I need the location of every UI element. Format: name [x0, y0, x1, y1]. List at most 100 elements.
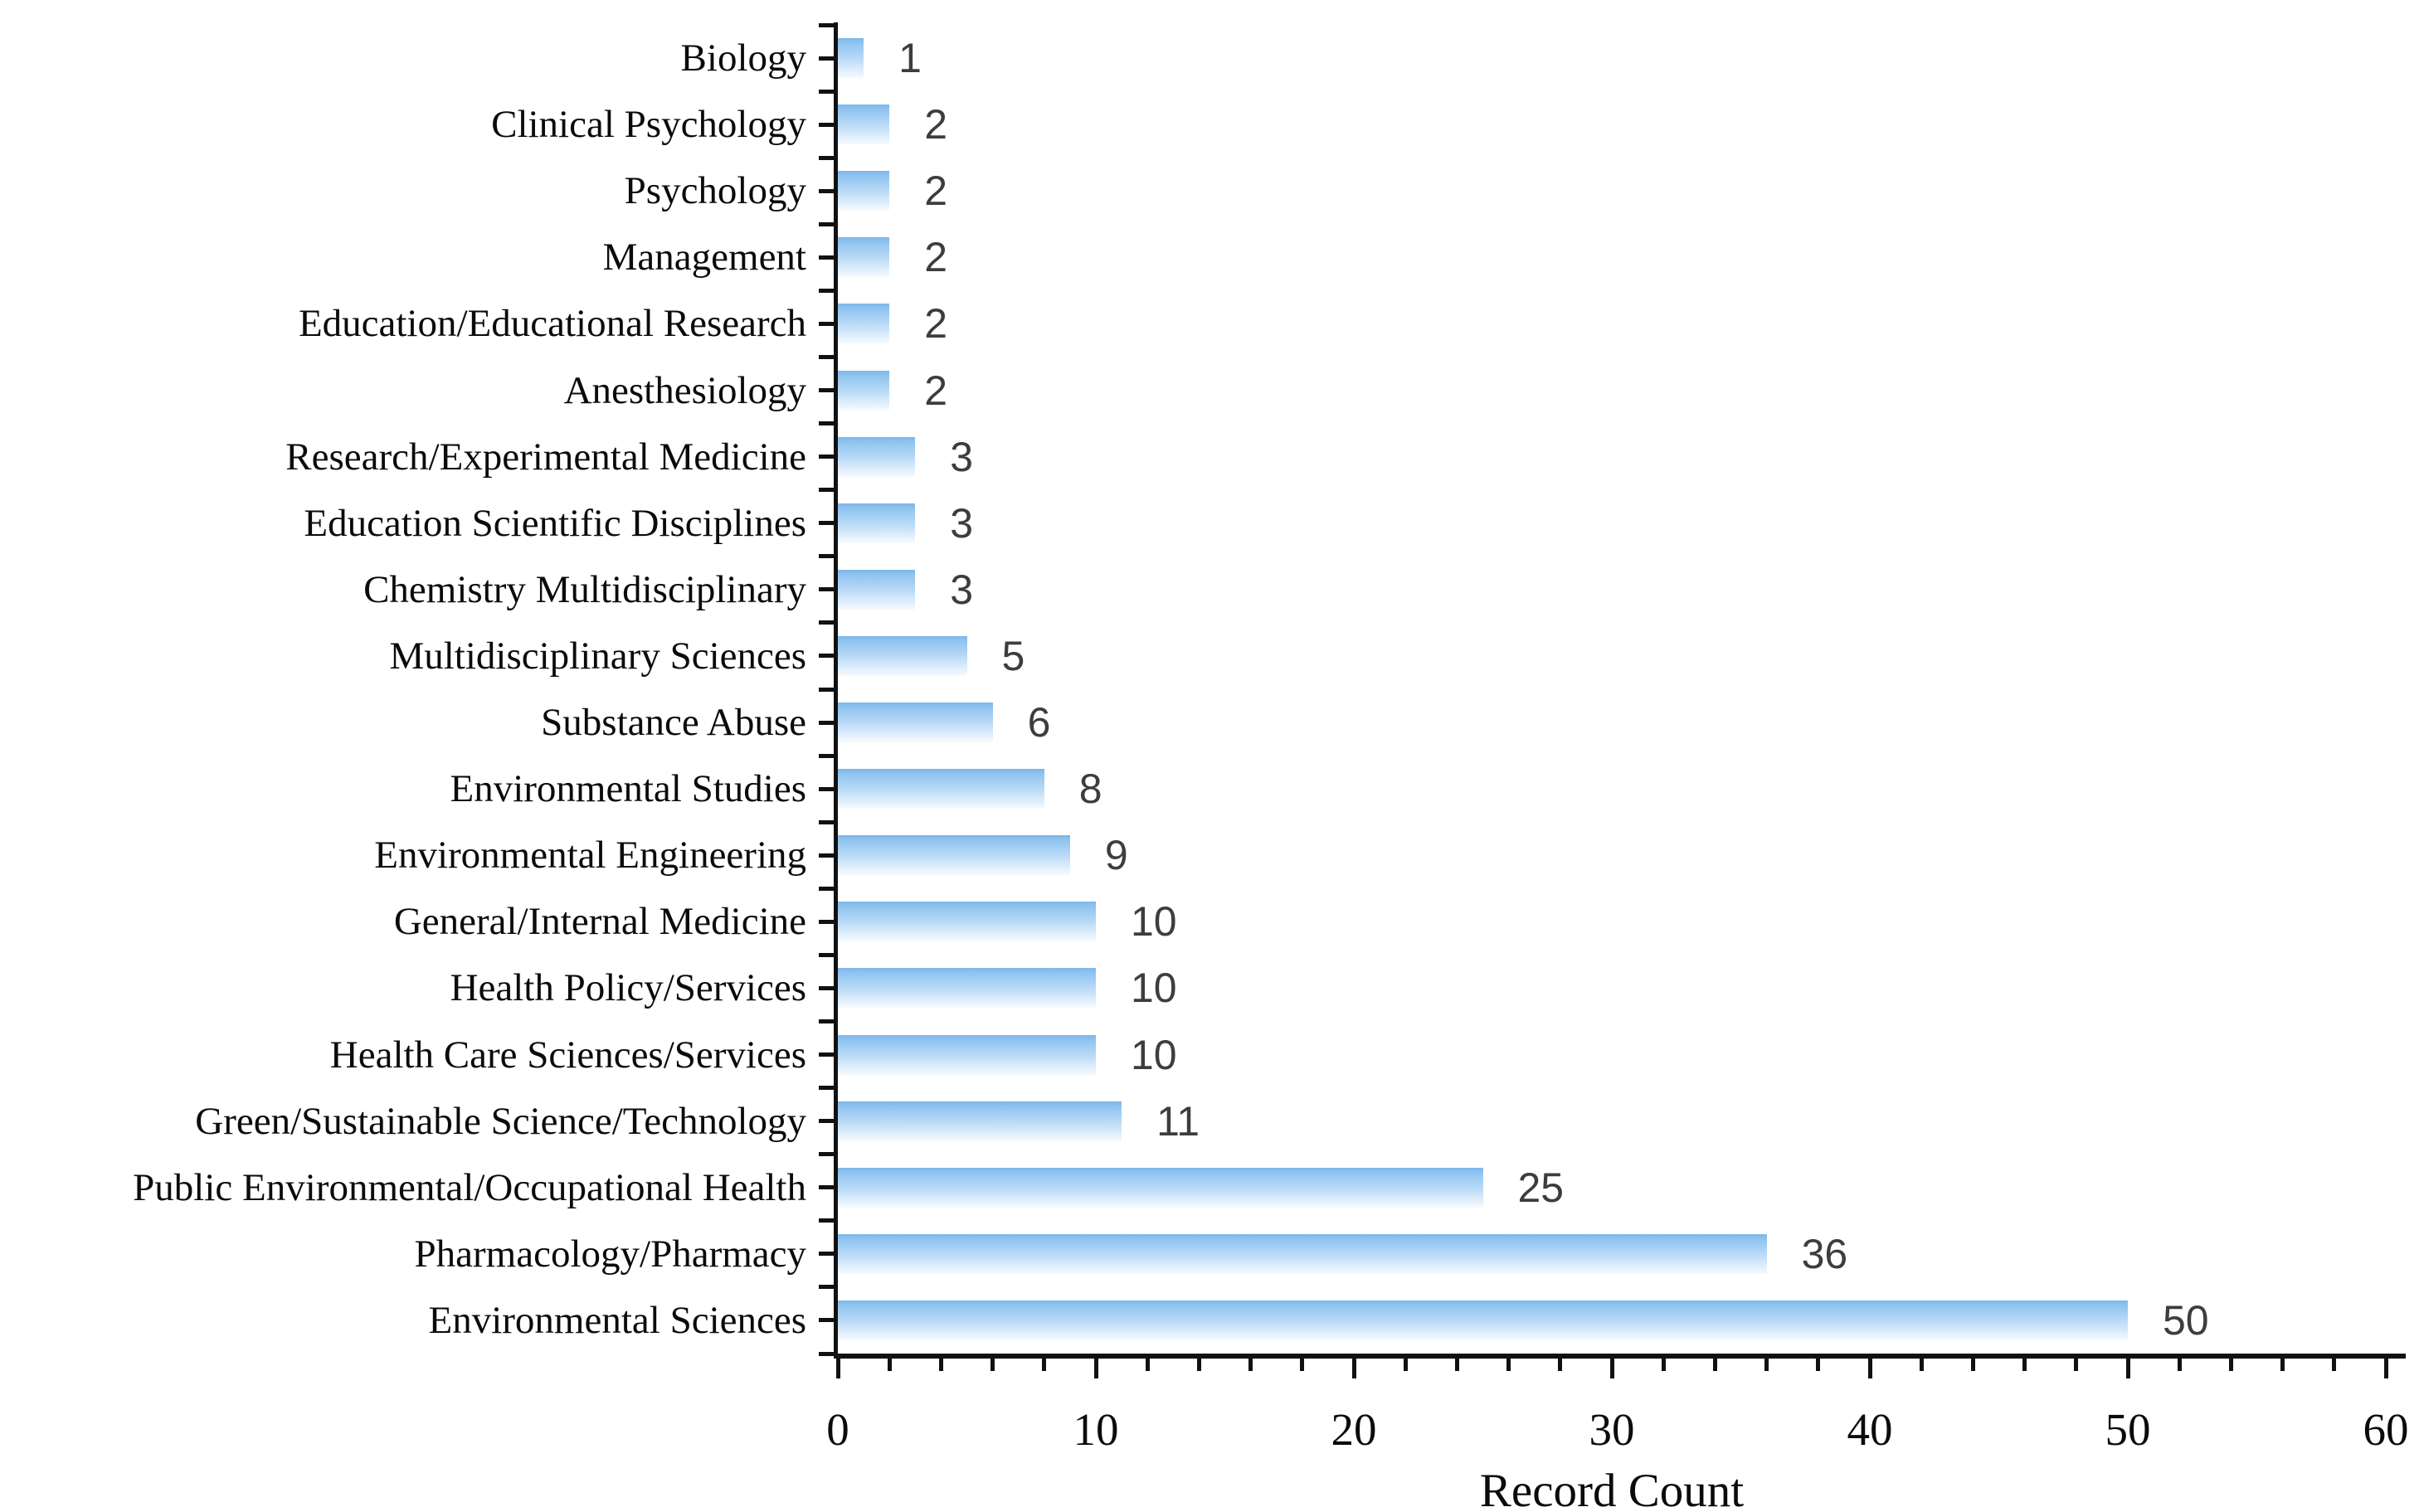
- value-label: 3: [950, 566, 974, 613]
- bar: [838, 237, 890, 278]
- x-axis-major-tick: [1609, 1359, 1614, 1378]
- x-axis-major-tick: [1093, 1359, 1098, 1378]
- bar: [838, 1167, 1483, 1208]
- category-label: Environmental Sciences: [428, 1298, 807, 1342]
- y-axis-tick: [819, 355, 834, 359]
- category-label: Multidisciplinary Sciences: [389, 634, 806, 678]
- bar: [838, 171, 890, 211]
- x-axis-tick-label: 20: [1331, 1404, 1377, 1455]
- bar: [838, 436, 916, 477]
- category-label: Research/Experimental Medicine: [285, 435, 806, 479]
- category-label: Public Environmental/Occupational Health: [133, 1165, 806, 1209]
- x-axis-minor-tick: [2074, 1359, 2079, 1371]
- x-axis-minor-tick: [1403, 1359, 1408, 1371]
- bar: [838, 1101, 1122, 1141]
- x-axis-minor-tick: [1661, 1359, 1666, 1371]
- y-axis-tick: [819, 1318, 834, 1323]
- y-axis-tick: [819, 819, 834, 824]
- x-axis-minor-tick: [1248, 1359, 1253, 1371]
- x-axis-tick-label: 40: [1847, 1404, 1893, 1455]
- category-label: Environmental Studies: [450, 767, 806, 811]
- x-axis-minor-tick: [2280, 1359, 2285, 1371]
- y-axis-tick: [819, 22, 834, 27]
- category-label: Chemistry Multidisciplinary: [363, 567, 806, 611]
- y-axis-tick: [819, 687, 834, 692]
- y-axis-tick: [819, 554, 834, 559]
- x-axis-minor-tick: [1042, 1359, 1047, 1371]
- y-axis-tick: [819, 421, 834, 426]
- y-axis-tick: [819, 753, 834, 758]
- value-label: 10: [1131, 898, 1177, 946]
- x-axis-minor-tick: [887, 1359, 892, 1371]
- bar: [838, 370, 890, 411]
- x-axis-minor-tick: [2332, 1359, 2337, 1371]
- category-label: Environmental Engineering: [374, 834, 806, 878]
- y-axis-tick: [819, 288, 834, 293]
- bar: [838, 1233, 1767, 1274]
- y-axis-tick: [819, 620, 834, 625]
- x-axis-minor-tick: [1970, 1359, 1975, 1371]
- bar: [838, 703, 993, 743]
- y-axis-tick: [819, 786, 834, 791]
- value-label: 10: [1131, 1031, 1177, 1078]
- category-labels: Biology Clinical Psychology Psychology Mana…: [0, 25, 806, 1354]
- y-axis-tick: [819, 521, 834, 526]
- value-label: 50: [2163, 1296, 2209, 1344]
- x-axis-tick-label: 0: [826, 1404, 849, 1455]
- bar: [838, 105, 890, 145]
- y-axis-tick: [819, 587, 834, 592]
- x-axis-minor-tick: [2177, 1359, 2182, 1371]
- x-axis-tick-label: 30: [1589, 1404, 1635, 1455]
- y-axis-tick: [819, 1119, 834, 1124]
- value-label: 36: [1801, 1230, 1848, 1277]
- y-axis-tick: [819, 1185, 834, 1190]
- y-axis-tick: [819, 720, 834, 725]
- value-label: 5: [1001, 632, 1025, 679]
- value-label: 2: [924, 367, 947, 414]
- category-label: Biology: [680, 36, 806, 80]
- y-axis-tick: [819, 886, 834, 891]
- y-axis-tick: [819, 1252, 834, 1257]
- y-axis-tick: [819, 488, 834, 493]
- x-axis-tick-label: 10: [1073, 1404, 1119, 1455]
- bar: [838, 1034, 1096, 1075]
- x-axis-minor-tick: [1558, 1359, 1563, 1371]
- x-axis-major-tick: [2125, 1359, 2130, 1378]
- y-axis-tick: [819, 1019, 834, 1023]
- bar: [838, 304, 890, 344]
- x-axis-minor-tick: [1454, 1359, 1459, 1371]
- y-axis-tick: [819, 155, 834, 160]
- y-axis-tick: [819, 388, 834, 393]
- bar: [838, 1300, 2128, 1340]
- x-axis-line: [834, 1354, 2406, 1359]
- y-axis-tick: [819, 1285, 834, 1290]
- x-axis-tick-label: 60: [2363, 1404, 2409, 1455]
- y-axis-tick: [819, 952, 834, 957]
- y-axis-tick: [819, 188, 834, 193]
- x-axis-minor-tick: [1300, 1359, 1305, 1371]
- category-label: Clinical Psychology: [491, 103, 806, 147]
- value-label: 8: [1078, 766, 1102, 813]
- x-axis-minor-tick: [938, 1359, 943, 1371]
- category-label: Anesthesiology: [563, 368, 806, 412]
- x-axis-minor-tick: [2022, 1359, 2027, 1371]
- bar: [838, 835, 1070, 876]
- y-axis-tick: [819, 221, 834, 226]
- bar: [838, 569, 916, 610]
- y-axis-tick: [819, 1152, 834, 1157]
- category-label: Education/Educational Research: [298, 302, 806, 346]
- y-axis-line: [834, 22, 838, 1359]
- x-axis-major-tick: [1351, 1359, 1356, 1378]
- x-axis-major-tick: [1867, 1359, 1872, 1378]
- y-axis-tick: [819, 654, 834, 659]
- x-axis-minor-tick: [1764, 1359, 1769, 1371]
- category-label: Management: [602, 236, 806, 280]
- x-axis-minor-tick: [1712, 1359, 1717, 1371]
- bar: [838, 503, 916, 543]
- y-axis-tick: [819, 985, 834, 990]
- value-label: 2: [924, 300, 947, 348]
- category-label: Education Scientific Disciplines: [304, 501, 806, 545]
- category-label: Pharmacology/Pharmacy: [414, 1232, 806, 1276]
- x-axis-minor-tick: [990, 1359, 995, 1371]
- y-axis-tick: [819, 56, 834, 61]
